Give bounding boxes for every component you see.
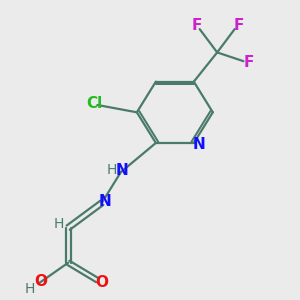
Text: F: F: [191, 18, 202, 33]
Text: N: N: [116, 163, 129, 178]
Text: N: N: [99, 194, 112, 209]
Text: H: H: [25, 282, 35, 296]
Text: H: H: [54, 217, 64, 231]
Text: F: F: [234, 18, 244, 33]
Text: O: O: [34, 274, 47, 290]
Text: N: N: [193, 137, 206, 152]
Text: O: O: [95, 275, 108, 290]
Text: H: H: [106, 163, 117, 177]
Text: F: F: [244, 55, 254, 70]
Text: Cl: Cl: [86, 96, 103, 111]
